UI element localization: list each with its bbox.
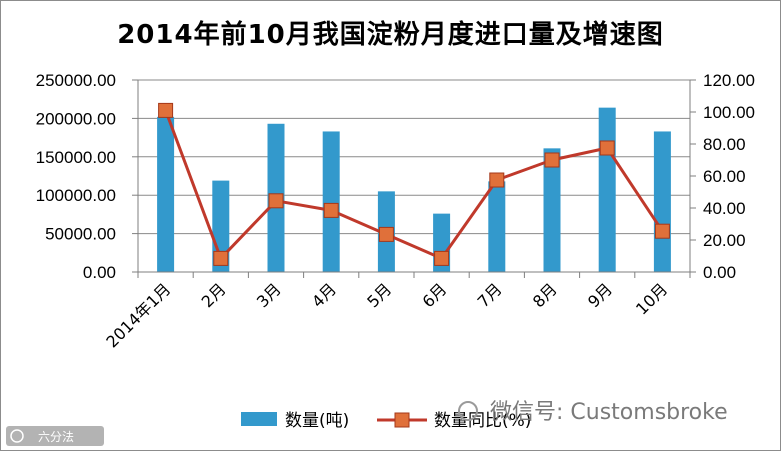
right-tick-label: 100.00	[703, 103, 755, 122]
x-tick-label: 8月	[529, 279, 561, 311]
left-tick-label: 150000.00	[36, 148, 116, 167]
line-series	[158, 102, 670, 266]
bar-quantity-7	[488, 181, 506, 272]
x-tick-label: 4月	[308, 279, 340, 311]
x-tick-label: 2月	[198, 279, 230, 311]
point-yoy-4	[323, 202, 339, 218]
right-tick-label: 20.00	[703, 231, 746, 250]
legend: 数量(吨) 数量同比(%)	[241, 411, 531, 431]
left-tick-label: 100000.00	[36, 186, 116, 205]
point-yoy-2	[213, 250, 229, 266]
site-watermark-badge	[6, 426, 104, 446]
x-tick-label: 9月	[584, 279, 616, 311]
right-tick-label: 120.00	[703, 71, 755, 90]
tick-labels: 0.00 50000.00 100000.00 150000.00 200000.00 2…	[36, 71, 755, 351]
chart-title: 2014年前10月我国淀粉月度进口量及增速图	[117, 20, 664, 50]
legend-swatch-yoy-marker	[394, 412, 410, 428]
left-tick-label: 250000.00	[36, 71, 116, 90]
axes	[132, 79, 696, 278]
x-tick-label: 2014年1月	[102, 279, 174, 351]
point-yoy-10	[654, 223, 670, 239]
line-yoy	[164, 109, 664, 260]
point-yoy-6	[434, 250, 450, 266]
right-tick-label: 40.00	[703, 199, 746, 218]
site-watermark-text: 六分法	[38, 430, 74, 444]
bar-quantity-1	[157, 116, 175, 272]
watermarks: 微信号: Customsbroke 六分法	[6, 400, 728, 446]
site-logo-icon	[10, 429, 24, 443]
wechat-logo-icon	[458, 401, 478, 421]
x-tick-label: 3月	[253, 279, 285, 311]
point-yoy-9	[599, 140, 615, 156]
legend-label-yoy: 数量同比(%)	[434, 411, 531, 431]
point-yoy-7	[489, 172, 505, 188]
legend-label-quantity: 数量(吨)	[285, 411, 349, 431]
bar-quantity-9	[598, 107, 616, 272]
gridlines	[138, 79, 690, 235]
x-tick-label: 7月	[474, 279, 506, 311]
left-tick-label: 50000.00	[45, 225, 116, 244]
point-yoy-3	[268, 193, 284, 209]
bar-quantity-4	[322, 131, 340, 272]
wechat-watermark: 微信号: Customsbroke	[490, 400, 728, 425]
left-tick-label: 200000.00	[36, 109, 116, 128]
right-tick-label: 0.00	[703, 263, 736, 282]
legend-swatch-quantity	[241, 412, 277, 426]
left-tick-label: 0.00	[83, 263, 116, 282]
x-tick-label: 10月	[632, 279, 671, 318]
x-tick-label: 6月	[418, 279, 450, 311]
bar-quantity-10	[653, 131, 671, 272]
point-yoy-5	[378, 226, 394, 242]
right-tick-label: 80.00	[703, 135, 746, 154]
point-yoy-8	[544, 152, 560, 168]
x-tick-label: 5月	[363, 279, 395, 311]
point-yoy-1	[158, 102, 174, 118]
right-tick-label: 60.00	[703, 167, 746, 186]
bar-quantity-8	[543, 148, 561, 272]
